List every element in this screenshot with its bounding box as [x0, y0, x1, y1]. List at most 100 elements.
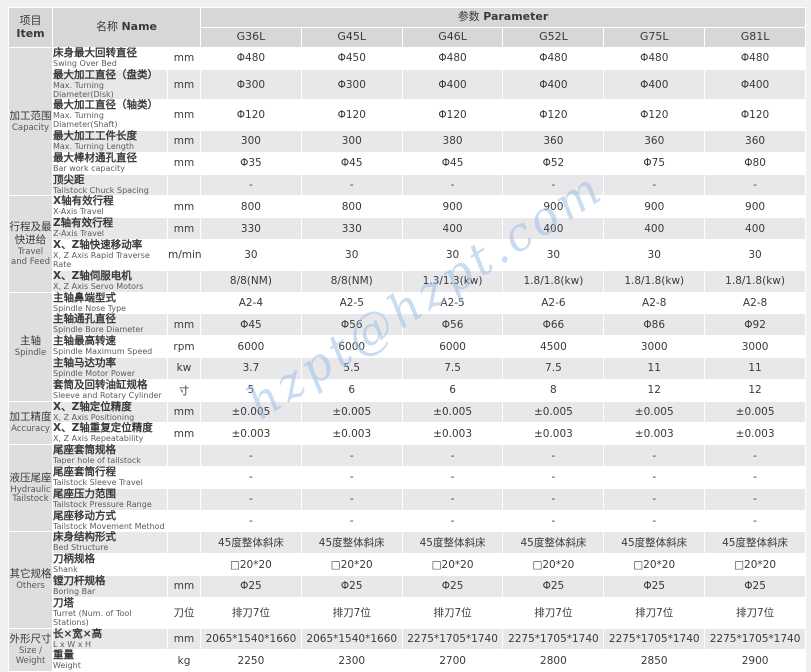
value-cell: - [704, 173, 806, 197]
value-cell: 6000 [200, 335, 302, 358]
param-name-en: L x W x H [53, 639, 92, 649]
param-name-zh: 床身最大回转直径 [53, 47, 137, 59]
value-cell: 45度整体斜床 [401, 531, 504, 555]
value-cell: 1.3/1.3(kw) [401, 269, 504, 293]
param-name-zh: 主轴马达功率 [53, 356, 116, 369]
param-name-zh: 重量 [53, 649, 74, 662]
unit-cell: mm [167, 422, 201, 446]
value-cell: - [704, 466, 806, 489]
value-cell: □20*20 [603, 553, 706, 577]
value-cell: Φ25 [200, 575, 302, 598]
value-cell: Φ75 [603, 151, 706, 175]
value-cell: 400 [401, 217, 504, 241]
header-row-parameter: 项目 Item 名称 Name 参数 Parameter [8, 7, 806, 48]
unit-cell [167, 466, 201, 489]
table-row: 加工精度 Accuracy X、Z轴定位精度 X, Z Axis Positionin… [8, 400, 806, 446]
model-header-cell: G75L [603, 27, 706, 48]
param-name-zh: 最大加工直径（盘类） [53, 68, 158, 81]
unit-cell [167, 269, 201, 293]
param-name-en: X, Z Axis Rapid Traverse Rate [53, 251, 150, 269]
group-label-en: Travel and Feed [11, 246, 50, 267]
value-cell: 6 [300, 378, 403, 402]
param-name-zh: 长×宽×高 [53, 627, 103, 640]
unit-cell: mm [167, 627, 201, 651]
param-name-en: Sleeve and Rotary Cylinder [53, 390, 162, 400]
value-cell: Φ480 [603, 47, 706, 70]
value-cell: 1.8/1.8(kw) [502, 269, 605, 293]
value-cell: 12 [603, 378, 706, 402]
value-cell: Φ400 [603, 68, 706, 101]
value-cell: 900 [704, 195, 806, 219]
value-cell: - [300, 466, 403, 489]
value-cell: Φ480 [502, 47, 605, 70]
param-name-cell: 最大加工直径（轴类） Max. Turning Diameter(Shaft) [52, 99, 168, 132]
value-cell: Φ400 [704, 68, 806, 101]
value-cell: Φ35 [200, 151, 302, 175]
unit-cell: mm [167, 151, 201, 175]
param-name-cell: 主轴马达功率 Spindle Motor Power [52, 356, 168, 380]
param-name-en: Z-Axis Travel [53, 229, 104, 239]
param-name-en: Max. Turning Diameter(Disk) [53, 80, 114, 99]
value-cell: 7.5 [502, 356, 605, 380]
unit-cell: mm [167, 217, 201, 241]
value-cell: Φ45 [200, 313, 302, 337]
value-cell: 2275*1705*1740 [502, 627, 605, 651]
value-cell: ±0.003 [502, 422, 605, 446]
table-row: 最大棒材通孔直径 Bar work capacity mm Φ35 Φ45 Φ45 Φ52 Φ… [9, 151, 806, 175]
group-cell: 行程及最快进给 Travel and Feed [8, 195, 53, 293]
value-cell: 2065*1540*1660 [300, 627, 403, 651]
value-cell: Φ450 [300, 47, 403, 70]
param-name-en: Boring Bar [53, 587, 96, 597]
table-row: 其它规格 Others 床身结构形式 Bed Structure 45度整体斜床 45度整… [8, 531, 806, 629]
value-cell: 900 [502, 195, 605, 219]
value-cell: 900 [603, 195, 706, 219]
value-cell: - [603, 509, 706, 533]
value-cell: - [603, 444, 706, 468]
param-name-en: X-Axis Travel [53, 207, 104, 217]
value-cell: ±0.005 [603, 400, 706, 424]
param-name-cell: 尾座移动方式 Tailstock Movement Method [52, 509, 168, 533]
value-cell: 45度整体斜床 [603, 531, 706, 555]
value-cell: A2-4 [200, 291, 302, 315]
value-cell: 2800 [502, 649, 605, 672]
value-cell: Φ480 [401, 47, 504, 70]
value-cell: - [200, 466, 302, 489]
unit-cell: mm [167, 400, 201, 424]
param-name-en: Weight [53, 661, 81, 671]
value-cell: 800 [200, 195, 302, 219]
param-name-en: X, Z Axis Servo Motors [53, 281, 144, 291]
value-cell: Φ25 [300, 575, 403, 598]
unit-cell: 寸 [167, 378, 201, 402]
value-cell: - [502, 444, 605, 468]
value-cell: □20*20 [704, 553, 806, 577]
table-row: 最大加工直径（轴类） Max. Turning Diameter(Shaft) mm… [9, 99, 806, 132]
value-cell: 7.5 [401, 356, 504, 380]
value-cell: Φ400 [502, 68, 605, 101]
value-cell: 8 [502, 378, 605, 402]
value-cell: 排刀7位 [502, 596, 605, 629]
value-cell: Φ400 [401, 68, 504, 101]
value-cell: - [502, 487, 605, 511]
value-cell: 排刀7位 [300, 596, 403, 629]
value-cell: - [401, 509, 504, 533]
value-cell: - [502, 509, 605, 533]
value-cell: Φ25 [401, 575, 504, 598]
header-name-zh: 名称 [95, 20, 118, 34]
param-name-cell: Z轴有效行程 Z-Axis Travel [52, 217, 168, 241]
value-cell: 11 [603, 356, 706, 380]
value-cell: 4500 [502, 335, 605, 358]
group-label-zh: 加工精度 [9, 410, 52, 423]
unit-cell: mm [167, 575, 201, 598]
value-cell: □20*20 [300, 553, 403, 577]
group-label-en: Accuracy [11, 424, 50, 435]
unit-cell: mm [167, 68, 201, 101]
value-cell: 30 [200, 239, 302, 271]
value-cell: 45度整体斜床 [300, 531, 403, 555]
value-cell: 6 [401, 378, 504, 402]
value-cell: 2300 [300, 649, 403, 672]
unit-cell [167, 444, 201, 468]
param-name-cell: 套筒及回转油缸规格 Sleeve and Rotary Cylinder [52, 378, 168, 402]
value-cell: 800 [300, 195, 403, 219]
value-cell: 2850 [603, 649, 706, 672]
